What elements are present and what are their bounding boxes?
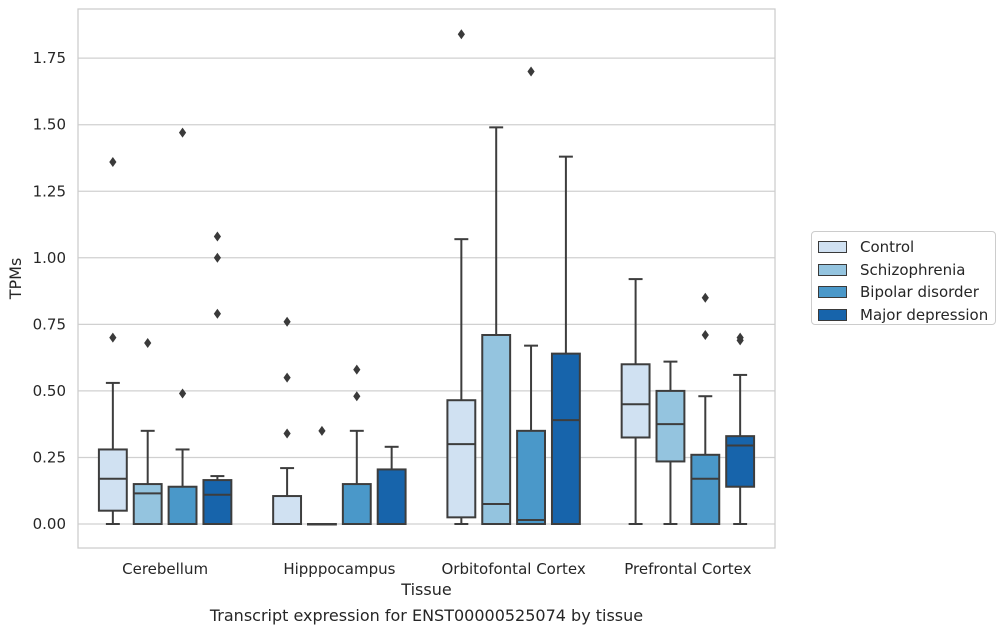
legend-item-bipolar-disorder: Bipolar disorder (818, 281, 989, 304)
legend-label-major-depression: Major depression (860, 305, 989, 324)
outlier-point (318, 425, 326, 436)
box-1-1 (307, 425, 337, 526)
box-iqr (481, 333, 512, 525)
legend-item-control: Control (818, 236, 989, 259)
plot-frame (77, 8, 776, 549)
x-tick-labels: Cerebellum Hipppocampus Orbitofontal Corte… (122, 560, 751, 578)
box-iqr (341, 483, 372, 526)
box-iqr (202, 479, 233, 525)
y-axis-label: TPMs (6, 258, 25, 301)
box-0-0 (97, 156, 128, 525)
y-tick-label: 0.75 (33, 315, 66, 333)
box-3-1 (655, 360, 686, 525)
box-3-2 (690, 292, 721, 525)
box-0-3 (202, 231, 233, 525)
outlier-point (353, 391, 361, 402)
y-tick-label: 0.25 (33, 448, 66, 466)
outlier-point (109, 156, 117, 167)
outlier-point (283, 428, 291, 439)
outlier-point (178, 127, 187, 138)
x-axis-label: Tissue (400, 580, 451, 599)
outlier-point (701, 292, 709, 303)
outlier-point (457, 29, 465, 40)
legend-swatch-schizophrenia (818, 263, 847, 276)
box-iqr (725, 435, 756, 488)
box-iqr (272, 495, 303, 526)
box-2-1 (481, 126, 512, 525)
legend-swatch-bipolar-disorder (818, 286, 847, 299)
legend-label-bipolar-disorder: Bipolar disorder (860, 283, 979, 302)
y-tick-label: 1.00 (33, 249, 66, 267)
outlier-point (353, 364, 361, 375)
x-tick-label: Prefrontal Cortex (624, 560, 751, 578)
outlier-point (701, 329, 709, 340)
legend: Control Schizophrenia Bipolar disorder M… (811, 231, 996, 325)
legend-label-schizophrenia: Schizophrenia (860, 260, 966, 279)
box-2-3 (550, 155, 581, 525)
box-2-2 (516, 66, 546, 525)
outlier-point (109, 332, 117, 343)
outlier-point (213, 308, 221, 319)
box-iqr (167, 485, 198, 525)
outlier-point (283, 316, 291, 327)
box-iqr (516, 429, 546, 525)
grid-lines (78, 57, 775, 525)
x-tick-label: Cerebellum (122, 560, 208, 578)
box-iqr (655, 389, 686, 463)
box-iqr (376, 468, 407, 525)
outlier-point (144, 337, 152, 348)
box-iqr (446, 399, 477, 519)
chart-caption: Transcript expression for ENST0000052507… (209, 606, 644, 625)
legend-label-control: Control (860, 238, 915, 257)
box-iqr (97, 448, 128, 512)
outlier-point (283, 372, 291, 383)
outlier-point (213, 252, 221, 263)
legend-item-major-depression: Major depression (818, 304, 989, 327)
y-tick-label: 1.75 (33, 49, 66, 67)
box-iqr (620, 363, 651, 439)
outlier-point (213, 231, 221, 242)
outlier-point (736, 332, 744, 343)
box-1-0 (272, 316, 303, 526)
box-0-1 (132, 337, 163, 526)
legend-swatch-control (818, 241, 847, 254)
box-3-3 (725, 332, 756, 525)
x-tick-label: Orbitofontal Cortex (442, 560, 586, 578)
box-1-2 (341, 364, 372, 526)
y-tick-label: 1.50 (33, 116, 66, 134)
legend-swatch-major-depression (818, 308, 847, 321)
y-tick-label: 0.50 (33, 382, 66, 400)
x-tick-label: Hipppocampus (283, 560, 395, 578)
y-tick-labels: 0.00 0.25 0.50 0.75 1.00 1.25 1.50 1.75 (33, 49, 66, 533)
box-0-2 (167, 127, 198, 525)
outlier-point (527, 66, 535, 77)
legend-item-schizophrenia: Schizophrenia (818, 259, 989, 282)
y-tick-label: 0.00 (33, 515, 66, 533)
plot-marks (97, 29, 756, 526)
box-iqr (132, 483, 163, 526)
box-2-0 (446, 29, 477, 525)
box-iqr (690, 453, 721, 525)
box-iqr (550, 352, 581, 525)
box-1-3 (376, 445, 407, 525)
box-3-0 (620, 278, 651, 525)
outlier-point (178, 388, 187, 399)
y-tick-label: 1.25 (33, 182, 66, 200)
